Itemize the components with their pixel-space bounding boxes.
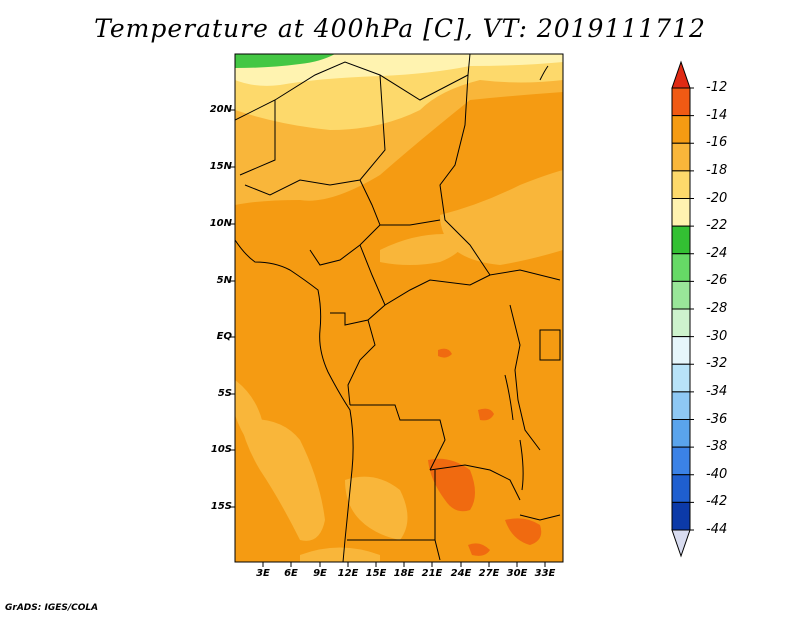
colorbar-swatch [671, 170, 691, 199]
lon-label: 21E [421, 568, 443, 579]
lat-label: 10N [209, 218, 232, 229]
border-nw [239, 100, 276, 176]
colorbar-label: -26 [706, 273, 728, 289]
border-sahel [244, 74, 386, 196]
colorbar-swatch [671, 308, 691, 338]
colorbar-swatch [671, 198, 691, 227]
map-frame [234, 53, 564, 563]
border-mozambique [519, 514, 561, 521]
colorbar-swatch [671, 474, 691, 503]
colorbar-label: -28 [706, 301, 728, 316]
colorbar-label: -18 [706, 162, 728, 178]
grads-credit: GrADS: IGES/COLA [5, 603, 99, 613]
border-sudan [439, 74, 561, 281]
colorbar-label: -32 [706, 356, 728, 372]
lon-label: 12E [337, 568, 359, 579]
colorbar-label: -16 [706, 135, 728, 151]
field-band-16-bottom [300, 547, 380, 562]
chart-title: Temperature at 400hPa [C], VT: 201911171… [94, 14, 706, 43]
field-patch-14-b [478, 408, 494, 421]
lon-label: 18E [393, 568, 415, 579]
colorbar-swatch [671, 363, 691, 393]
field-patch-14-c [438, 348, 452, 358]
colorbar-swatch [671, 87, 691, 117]
lat-label: 15N [209, 161, 232, 172]
colorbar-swatch [671, 501, 691, 531]
lon-label: 33E [534, 568, 556, 579]
border-cameroon [330, 304, 386, 326]
lat-label: 5S [217, 388, 232, 399]
field-band-16-southwest [240, 419, 325, 541]
colorbar-label: -34 [706, 383, 728, 399]
lon-label: 27E [478, 568, 500, 579]
border-north [235, 54, 471, 121]
border-chad-south [380, 219, 441, 226]
colorbar-label: -30 [706, 328, 728, 344]
lake-victoria [539, 329, 561, 361]
colorbar-label: -44 [706, 522, 728, 537]
lon-label: 9E [313, 568, 327, 579]
field-patch-14-d [505, 518, 542, 545]
colorbar-swatch [671, 446, 691, 476]
colorbar-swatch [671, 253, 691, 282]
colorbar-label: -42 [706, 494, 728, 510]
colorbar-label: -12 [706, 80, 728, 95]
border-angola [350, 404, 446, 471]
colorbar-label: -20 [706, 190, 728, 206]
colorbar-bottom-cap [671, 529, 691, 558]
field-patch-14-a [428, 458, 475, 512]
colorbar-label: -36 [706, 411, 728, 427]
lon-label: 24E [450, 568, 472, 579]
colorbar-label: -24 [706, 245, 728, 261]
border-car [359, 244, 491, 306]
lon-label: 6E [284, 568, 298, 579]
colorbar-label: -22 [706, 218, 728, 234]
colorbar [671, 60, 694, 558]
lat-label: 20N [209, 104, 232, 115]
field-band-16-center [380, 234, 463, 265]
field-patch-14-e [468, 543, 490, 556]
lat-label: 15S [210, 501, 232, 512]
coastline [235, 239, 354, 562]
colorbar-label: -40 [706, 466, 728, 482]
border-zambia [429, 464, 521, 501]
field-band-16-south [345, 476, 408, 540]
colorbar-swatch [671, 280, 691, 310]
colorbar-swatch [671, 391, 691, 420]
colorbar-swatch [671, 419, 691, 448]
colorbar-swatch [671, 142, 691, 172]
colorbar-swatch [671, 225, 691, 255]
lon-label: 15E [365, 568, 387, 579]
field-band-20 [235, 54, 563, 86]
lat-label: 10S [210, 444, 232, 455]
field-band-16-coast [235, 380, 262, 445]
border-congo [347, 319, 376, 406]
lon-ticks [262, 562, 546, 567]
field-band-24 [235, 54, 335, 68]
lon-label: 30E [506, 568, 528, 579]
lat-label: EQ [216, 331, 232, 342]
colorbar-swatch [671, 336, 691, 365]
field-band-16-east [440, 170, 563, 265]
colorbar-swatch [671, 115, 691, 144]
border-east-drc [509, 304, 541, 451]
lat-ticks [230, 109, 235, 508]
colorbar-top-cap [671, 60, 691, 89]
lake-malawi [519, 439, 524, 491]
country-borders [235, 54, 561, 562]
red-sea-coast [539, 65, 549, 81]
lon-label: 3E [256, 568, 270, 579]
temperature-field [235, 54, 563, 562]
lake-tanganyika [504, 374, 514, 421]
colorbar-label: -14 [706, 107, 728, 123]
lat-label: 5N [216, 275, 232, 286]
colorbar-label: -38 [706, 439, 728, 455]
